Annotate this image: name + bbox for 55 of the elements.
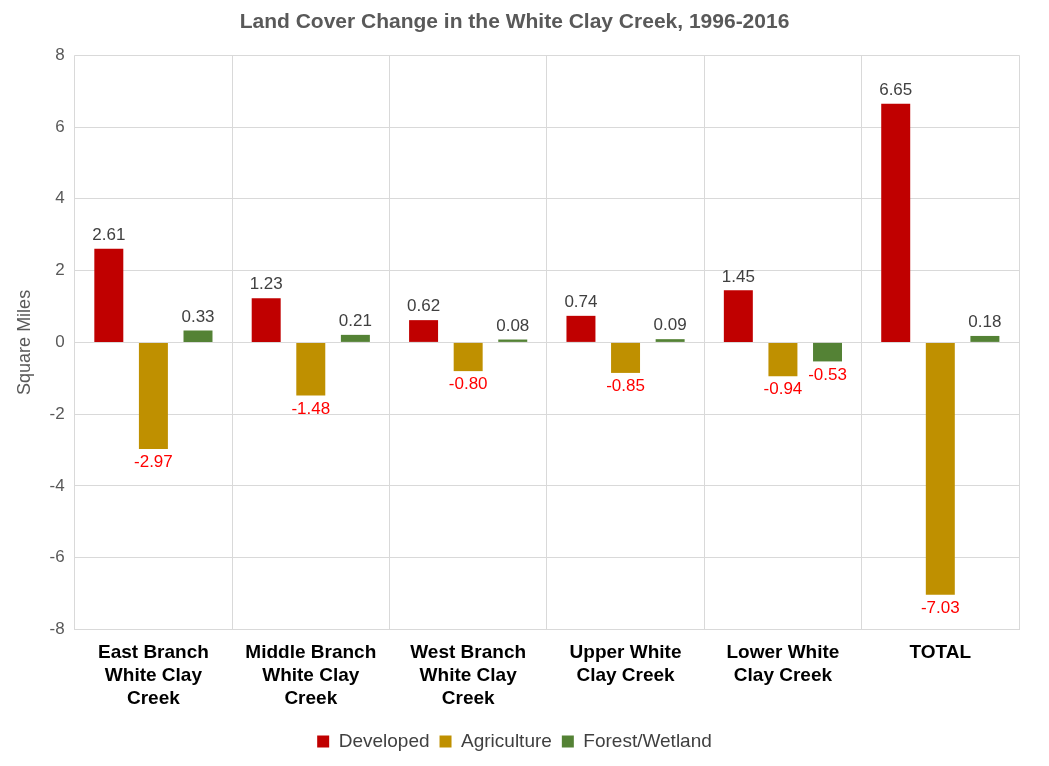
data-label: 0.08 [496,315,530,335]
x-tick-label: Middle Branch White Clay Creek [245,641,377,708]
y-axis-title: Square Miles [13,289,34,395]
x-tick-label: TOTAL [909,641,972,663]
bar [655,339,685,342]
y-tick-label: -6 [49,547,65,567]
bar [768,342,798,377]
data-label: 1.23 [249,274,283,294]
data-label: 1.45 [721,266,755,286]
data-label: -0.53 [808,364,847,384]
bar [251,298,281,342]
bar [970,335,1000,342]
bar [340,334,370,342]
bar [813,342,843,362]
data-label: -1.48 [291,398,331,418]
legend-label: Developed [338,729,430,751]
y-tick-label: 4 [55,188,65,208]
legend-label: Agriculture [461,729,552,751]
bar [94,248,124,342]
y-tick-label: 0 [55,332,65,352]
data-label: 0.33 [181,306,215,326]
bar [611,342,641,373]
bar [296,342,326,396]
data-label: 6.65 [879,79,913,99]
data-label: 0.62 [407,296,441,316]
y-tick-label: -8 [49,619,65,639]
bar [409,320,439,342]
x-tick-label: West Branch White Clay Creek [410,641,527,708]
bar [925,342,955,595]
data-label: 0.21 [338,311,372,331]
bar [183,330,213,342]
data-label: -0.80 [448,374,488,394]
data-label: -0.94 [763,379,803,399]
chart-title: Land Cover Change in the White Clay Creek, 1996-2016 [239,9,790,33]
y-tick-label: -2 [49,403,65,423]
y-tick-label: 8 [55,44,65,64]
bar [566,315,596,342]
x-tick-label: Lower White Clay Creek [726,641,840,686]
bar [453,342,483,372]
legend-label: Forest/Wetland [583,729,712,751]
y-tick-label: 2 [55,260,65,280]
x-tick-label: Upper White Clay Creek [569,641,682,686]
x-tick-label: East Branch White Clay Creek [97,641,209,708]
y-tick-label: 6 [55,116,65,136]
bar [138,342,168,450]
data-label: 2.61 [92,224,126,244]
data-label: 0.09 [653,315,687,335]
data-label: -7.03 [920,597,960,617]
bar [723,290,753,342]
y-tick-label: -4 [49,475,65,495]
data-label: 0.18 [968,312,1002,332]
data-label: 0.74 [564,292,598,312]
bar [881,103,911,342]
data-label: -2.97 [134,452,173,472]
data-label: -0.85 [606,376,645,396]
